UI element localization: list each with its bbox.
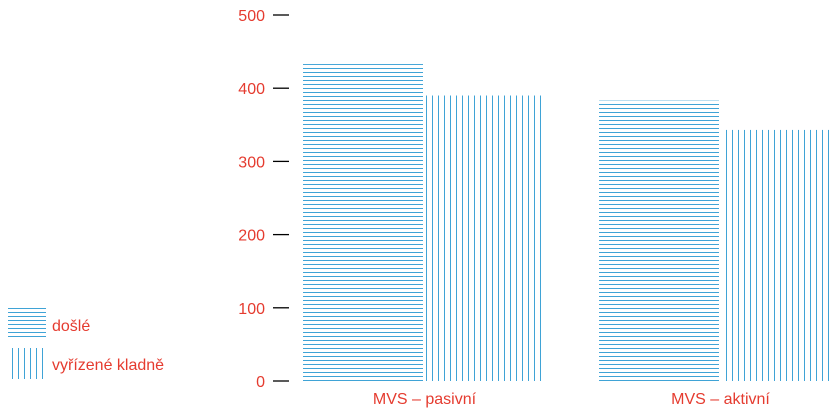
y-tick-label: 200 [238, 228, 265, 245]
y-axis: 0 100 200 300 400 500 [238, 8, 289, 391]
y-tick-label: 100 [238, 301, 265, 318]
y-tick-label: 400 [238, 81, 265, 98]
x-category-label: MVS – aktivní [671, 391, 770, 408]
legend-label-vyrizene-kladne: vyřízené kladně [52, 357, 164, 374]
x-category-label: MVS – pasivní [373, 391, 477, 408]
bar-dosle-0 [303, 64, 423, 381]
y-tick-label: 0 [256, 374, 265, 391]
bar-vyrizene-kladne-0 [426, 95, 546, 382]
bars-group [303, 64, 834, 382]
legend-swatch-doslé [8, 306, 46, 337]
legend: došlé vyřízené kladně [8, 306, 164, 379]
legend-swatch-vyrizene-kladne [8, 348, 46, 379]
bar-vyrizene-kladne-1 [722, 129, 834, 381]
y-tick-label: 500 [238, 8, 265, 25]
bar-dosle-1 [599, 100, 719, 382]
y-tick-label: 300 [238, 154, 265, 171]
legend-label-doslé: došlé [52, 318, 90, 335]
x-axis-labels: MVS – pasivní MVS – aktivní [373, 391, 770, 408]
